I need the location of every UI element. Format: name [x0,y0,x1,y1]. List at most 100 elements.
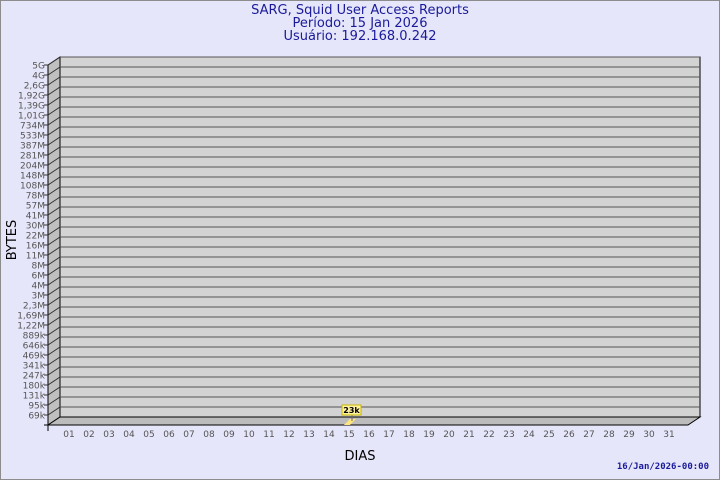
y-tick-label: 148M [20,172,45,182]
y-tick-label: 22M [26,232,45,242]
y-tick-label: 2,3M [23,302,45,312]
y-tick-label: 889k [23,332,46,342]
y-tick-label: 78M [26,192,45,202]
y-tick-label: 4M [32,282,46,292]
y-tick-diagonal [47,296,61,306]
y-tick-label: 646k [23,342,46,352]
y-tick-label: 30M [26,222,45,232]
y-tick-label: 247k [23,372,46,382]
y-tick-label: 533M [20,132,45,142]
x-tick-label: 02 [83,430,94,440]
y-tick-label: 1,92G [18,92,45,102]
y-tick-label: 204M [20,162,45,172]
y-tick-diagonal [47,406,61,416]
y-tick-label: 69k [28,412,45,422]
y-axis-label: BYTES [5,220,20,261]
x-tick-label: 12 [283,430,294,440]
x-tick-label: 08 [203,430,215,440]
y-tick-label: 1,39G [18,102,45,112]
y-tick-diagonal [47,186,61,196]
x-tick-label: 13 [303,430,314,440]
x-tick-label: 11 [263,430,274,440]
x-tick-label: 15 [343,430,354,440]
x-tick-label: 06 [163,430,175,440]
y-tick-label: 8M [32,262,46,272]
x-tick-label: 07 [183,430,194,440]
y-tick-label: 6M [32,272,46,282]
y-tick-diagonal [47,286,61,296]
y-tick-diagonal [47,196,61,206]
y-tick-label: 3M [32,292,46,302]
generated-timestamp: 16/Jan/2026-00:00 [616,462,709,472]
y-tick-label: 95k [28,402,45,412]
y-tick-diagonal [47,276,61,286]
y-tick-diagonal [47,156,61,166]
x-axis-label: DIAS [345,449,376,464]
y-tick-label: 180k [23,382,46,392]
y-tick-label: 734M [20,122,45,132]
chart-period: Período: 15 Jan 2026 [292,16,428,31]
y-tick-diagonal [47,236,61,246]
plot-floor [46,416,702,426]
y-tick-label: 16M [26,242,45,252]
x-tick-label: 31 [663,430,674,440]
x-tick-label: 01 [63,430,74,440]
x-tick-label: 24 [523,430,535,440]
x-tick-label: 19 [423,430,435,440]
y-tick-diagonal [47,166,61,176]
y-tick-label: 11M [26,252,45,262]
y-tick-label: 1,22M [17,322,45,332]
y-tick-diagonal [47,386,61,396]
y-tick-label: 4G [32,72,45,82]
y-tick-diagonal [47,146,61,156]
bar-day-15 [344,419,356,425]
y-tick-diagonal [47,256,61,266]
y-tick-diagonal [47,316,61,326]
y-tick-diagonal [47,226,61,236]
y-tick-diagonal [47,206,61,216]
y-tick-diagonal [47,96,61,106]
y-tick-diagonal [47,266,61,276]
x-tick-label: 17 [383,430,394,440]
data-label: 23k [343,406,360,415]
y-tick-label: 1,69M [17,312,45,322]
y-tick-diagonal [47,136,61,146]
y-tick-diagonal [47,366,61,376]
y-tick-label: 108M [20,182,45,192]
y-tick-diagonal [47,66,61,76]
y-tick-diagonal [47,86,61,96]
x-tick-label: 27 [583,430,594,440]
x-tick-label: 25 [543,430,554,440]
x-tick-label: 09 [223,430,235,440]
y-tick-label: 1,01G [18,112,45,122]
x-tick-label: 30 [643,430,655,440]
x-tick-label: 14 [323,430,335,440]
y-tick-label: 341k [23,362,46,372]
data-label-box [341,404,362,416]
x-tick-label: 23 [503,430,514,440]
x-tick-label: 03 [103,430,114,440]
y-tick-diagonal [47,106,61,116]
y-tick-diagonal [47,176,61,186]
x-tick-label: 05 [143,430,154,440]
y-tick-diagonal [47,356,61,366]
y-tick-diagonal [47,216,61,226]
x-tick-label: 04 [123,430,135,440]
x-tick-label: 20 [443,430,455,440]
x-tick-label: 22 [483,430,494,440]
x-tick-label: 26 [563,430,575,440]
chart-user: Usuário: 192.168.0.242 [283,29,437,44]
y-tick-diagonal [47,326,61,336]
y-tick-diagonal [47,246,61,256]
y-tick-diagonal [47,306,61,316]
x-tick-label: 28 [603,430,615,440]
y-tick-label: 387M [20,142,45,152]
y-tick-diagonal [47,346,61,356]
x-tick-label: 10 [243,430,255,440]
y-tick-diagonal [47,56,61,66]
y-tick-label: 57M [26,202,45,212]
x-tick-label: 18 [403,430,415,440]
y-tick-diagonal [47,126,61,136]
y-tick-label: 2,6G [24,82,45,92]
y-tick-diagonal [47,396,61,406]
